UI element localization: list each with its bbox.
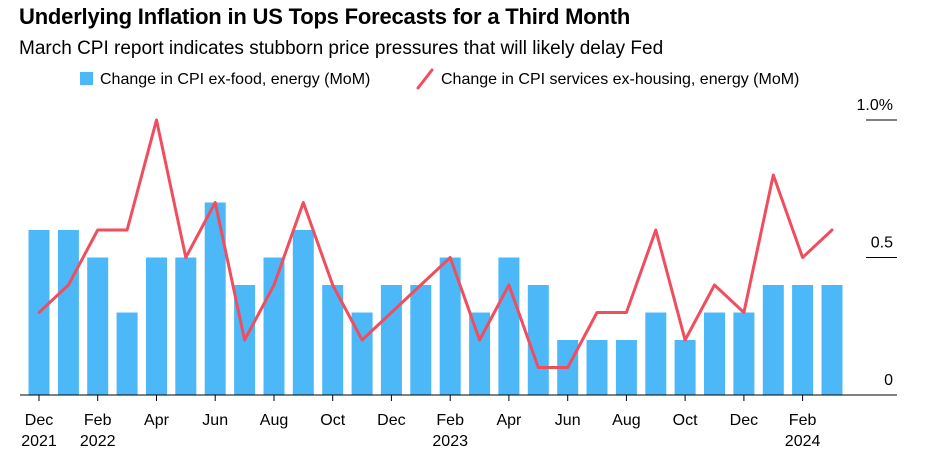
x-tick-label: Dec [377, 412, 405, 429]
x-tick-label: Apr [496, 412, 522, 429]
bar [821, 285, 843, 395]
x-tick-year-label: 2023 [432, 433, 468, 450]
legend-bar-swatch [80, 72, 93, 85]
y-tick-label: 0 [884, 372, 893, 389]
bar [792, 285, 814, 395]
x-tick-label: Apr [144, 412, 170, 429]
bar [380, 285, 402, 395]
y-tick-label: 1.0% [857, 97, 893, 114]
bar [733, 312, 755, 395]
plot-area: 1.0% 0.5 0 Dec 2021 Feb 2022 Apr Jun Aug Oct Dec Feb… [20, 97, 897, 450]
bar [57, 230, 79, 395]
bar [527, 285, 549, 395]
bar [146, 257, 167, 395]
bar [704, 312, 725, 395]
x-tick-label: Aug [260, 412, 288, 429]
legend: Change in CPI ex-food, energy (MoM) Chan… [80, 68, 799, 90]
x-tick-label: Feb [436, 412, 464, 429]
x-tick-label: Oct [320, 412, 345, 429]
x-tick-label: Aug [612, 412, 640, 429]
bar [322, 285, 344, 395]
bar [116, 312, 138, 395]
legend-line-swatch [416, 68, 434, 90]
x-tick-year-label: 2022 [80, 433, 116, 450]
x-tick-label: Dec [730, 412, 758, 429]
bar [674, 340, 696, 395]
x-tick-label: Jun [202, 412, 228, 429]
x-tick-year-label: 2024 [785, 433, 821, 450]
bar [762, 285, 784, 395]
bar [615, 340, 637, 395]
bar [586, 340, 608, 395]
x-tick-label: Feb [789, 412, 817, 429]
bar [498, 257, 520, 395]
y-tick-label: 0.5 [871, 235, 893, 252]
x-tick-label: Dec [25, 412, 53, 429]
chart-subtitle: March CPI report indicates stubborn pric… [19, 38, 664, 59]
bar [645, 312, 667, 395]
chart-title: Underlying Inflation in US Tops Forecast… [19, 4, 631, 29]
bar [263, 257, 285, 395]
bar [439, 257, 461, 395]
legend-line-label: Change in CPI services ex-housing, energ… [441, 71, 799, 88]
x-tick-label: Oct [673, 412, 698, 429]
bar [175, 257, 197, 395]
legend-bar-label: Change in CPI ex-food, energy (MoM) [100, 71, 370, 88]
x-tick-label: Jun [555, 412, 581, 429]
bar [410, 285, 432, 395]
bar [87, 257, 109, 395]
x-tick-label: Feb [84, 412, 112, 429]
bar [204, 202, 226, 395]
bar [292, 230, 314, 395]
x-tick-year-label: 2021 [21, 433, 57, 450]
series-line [37, 118, 834, 369]
